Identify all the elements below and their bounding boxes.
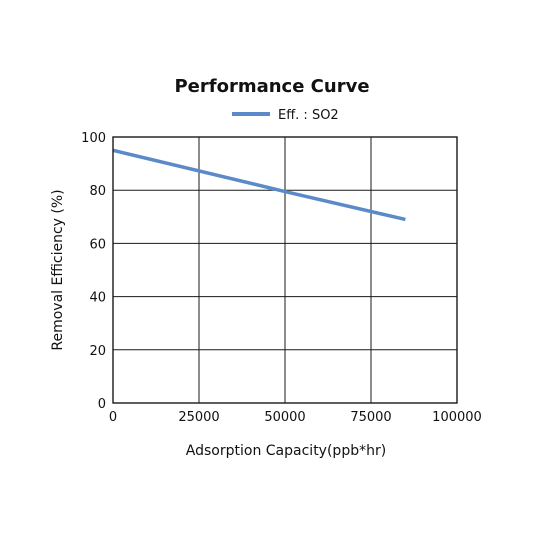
y-tick-label: 40 <box>89 291 106 306</box>
y-tick-labels: 0 20 40 60 80 100 <box>81 131 106 412</box>
y-tick-label: 100 <box>81 131 106 146</box>
legend-label: Eff. : SO2 <box>278 108 339 123</box>
plot-frame <box>112 136 458 404</box>
grid <box>113 137 457 403</box>
y-tick-label: 20 <box>89 344 106 359</box>
y-tick-label: 60 <box>89 237 106 252</box>
chart-title: Performance Curve <box>174 76 369 97</box>
x-tick-label: 100000 <box>432 410 482 425</box>
y-tick-label: 0 <box>98 397 106 412</box>
x-tick-label: 25000 <box>178 410 219 425</box>
series-group <box>112 148 406 222</box>
series-line-so2 <box>112 148 406 222</box>
x-tick-label: 75000 <box>350 410 391 425</box>
y-axis-label: Removal Efficiency (%) <box>50 189 66 350</box>
x-axis-label: Adsorption Capacity(ppb*hr) <box>186 443 386 459</box>
x-tick-label: 0 <box>109 410 117 425</box>
x-tick-label: 50000 <box>264 410 305 425</box>
y-tick-label: 80 <box>89 184 106 199</box>
legend: Eff. : SO2 <box>232 108 339 123</box>
x-tick-labels: 0 25000 50000 75000 100000 <box>109 410 482 425</box>
